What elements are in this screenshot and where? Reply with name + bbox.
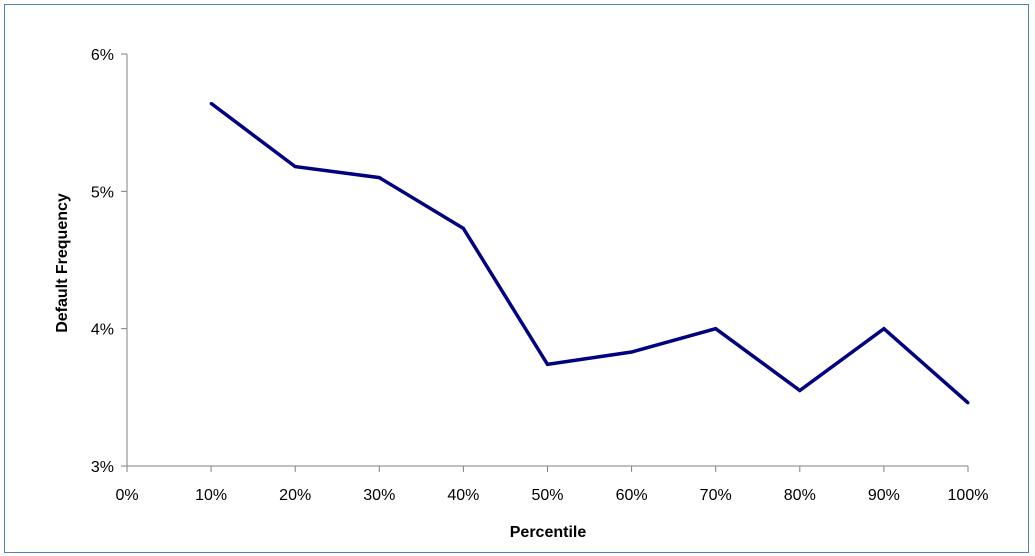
x-tick-label: 90% <box>868 487 900 504</box>
x-tick-label: 40% <box>447 487 479 504</box>
x-tick-label: 60% <box>616 487 648 504</box>
series-line <box>210 102 970 405</box>
data-point <box>630 350 634 354</box>
chart-frame <box>4 4 1029 553</box>
data-series <box>209 101 970 405</box>
data-point <box>714 327 718 331</box>
chart-axes <box>121 53 969 472</box>
y-tick-label: 5% <box>91 184 114 201</box>
x-tick-labels: 0% 10% 20% 30% 40% 50% 60% 70% 80% 90% 100% <box>115 487 988 504</box>
y-tick-label: 4% <box>91 322 114 339</box>
data-point <box>377 176 381 180</box>
y-tick-label: 6% <box>91 47 114 64</box>
x-tick-label: 100% <box>948 487 989 504</box>
y-tick-labels: 3% 4% 5% 6% <box>91 47 114 476</box>
x-tick-label: 30% <box>363 487 395 504</box>
data-point <box>461 226 465 230</box>
data-point <box>546 362 549 366</box>
x-tick-label: 80% <box>784 487 816 504</box>
data-point <box>209 101 213 105</box>
data-point <box>966 401 970 405</box>
data-point <box>798 388 802 392</box>
y-tick-label: 3% <box>91 459 114 476</box>
x-tick-label: 0% <box>115 487 138 504</box>
x-axis-title: Percentile <box>510 524 587 541</box>
x-tick-label: 70% <box>700 487 732 504</box>
data-point <box>882 327 886 331</box>
x-tick-label: 50% <box>531 487 563 504</box>
x-tick-label: 20% <box>279 487 311 504</box>
y-axis-title: Default Frequency <box>54 193 71 333</box>
data-point <box>293 165 297 169</box>
x-tick-label: 10% <box>195 487 227 504</box>
